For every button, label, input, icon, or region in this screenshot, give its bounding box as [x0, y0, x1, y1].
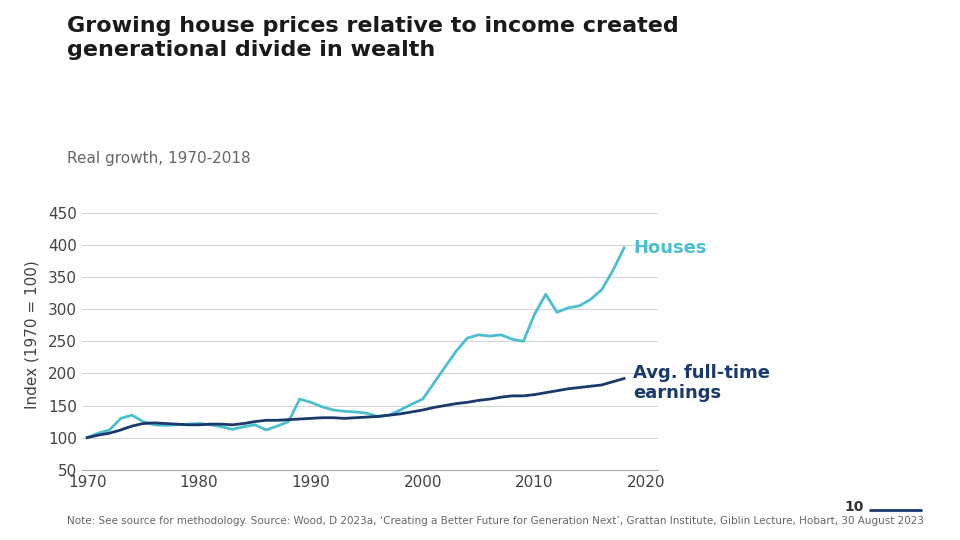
Text: Real growth, 1970-2018: Real growth, 1970-2018 [67, 151, 251, 166]
Text: Houses: Houses [633, 239, 707, 257]
Text: Avg. full-time
earnings: Avg. full-time earnings [633, 363, 770, 402]
Y-axis label: Index (1970 = 100): Index (1970 = 100) [24, 260, 39, 409]
Text: Growing house prices relative to income created
generational divide in wealth: Growing house prices relative to income … [67, 16, 679, 60]
Text: Note: See source for methodology. Source: Wood, D 2023a, ‘Creating a Better Futu: Note: See source for methodology. Source… [67, 516, 924, 526]
Text: 10: 10 [845, 500, 864, 514]
